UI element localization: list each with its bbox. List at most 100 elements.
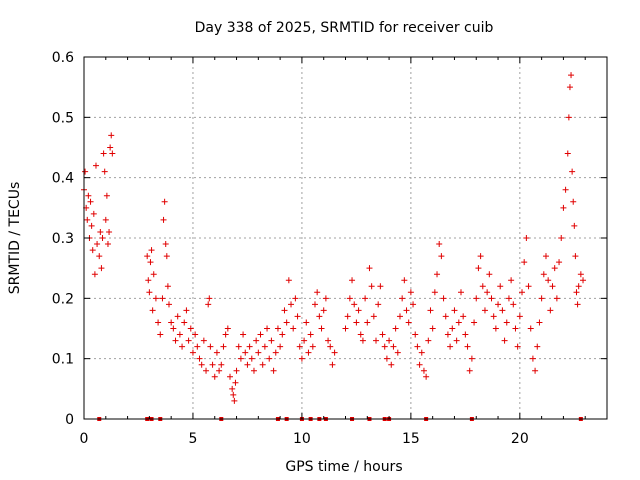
data-point bbox=[523, 235, 530, 241]
data-point bbox=[442, 313, 449, 320]
data-point bbox=[146, 289, 153, 296]
data-point bbox=[205, 301, 212, 308]
data-point bbox=[320, 307, 327, 314]
data-point bbox=[516, 313, 523, 320]
data-point bbox=[364, 319, 371, 326]
data-point bbox=[309, 343, 316, 350]
y-tick-label: 0.6 bbox=[52, 50, 74, 66]
data-point bbox=[283, 319, 290, 326]
data-point bbox=[329, 361, 336, 368]
data-point bbox=[455, 319, 462, 326]
data-point bbox=[346, 295, 353, 302]
data-point bbox=[475, 265, 482, 272]
data-point bbox=[407, 289, 414, 296]
data-point bbox=[230, 391, 237, 398]
data-point bbox=[305, 349, 312, 356]
data-point bbox=[231, 397, 238, 404]
data-point bbox=[84, 216, 91, 223]
data-point bbox=[185, 337, 192, 344]
data-point bbox=[342, 325, 349, 332]
data-point bbox=[281, 307, 288, 314]
data-point bbox=[200, 337, 207, 344]
data-point bbox=[218, 361, 225, 368]
data-point bbox=[568, 72, 575, 79]
data-point bbox=[106, 228, 113, 235]
y-tick-label: 0 bbox=[65, 412, 74, 428]
data-point bbox=[168, 319, 175, 326]
data-point bbox=[253, 337, 260, 344]
data-point bbox=[560, 204, 567, 211]
data-point bbox=[272, 349, 279, 356]
data-point bbox=[240, 331, 247, 338]
data-point bbox=[403, 307, 410, 314]
data-point bbox=[183, 307, 190, 314]
data-point bbox=[440, 295, 447, 302]
data-point bbox=[355, 307, 362, 314]
data-point bbox=[519, 289, 526, 296]
data-points bbox=[81, 72, 587, 404]
data-point bbox=[410, 301, 417, 308]
data-point bbox=[85, 192, 92, 199]
data-point bbox=[484, 289, 491, 296]
data-point bbox=[580, 277, 587, 284]
data-point bbox=[457, 289, 464, 296]
data-point bbox=[162, 241, 169, 248]
data-point bbox=[232, 379, 239, 386]
data-point bbox=[570, 198, 577, 205]
data-point bbox=[100, 150, 107, 157]
data-point bbox=[503, 319, 510, 326]
data-point bbox=[529, 355, 536, 362]
data-point bbox=[99, 235, 106, 241]
data-point bbox=[176, 331, 183, 338]
data-point bbox=[94, 241, 101, 248]
x-tick-label: 20 bbox=[511, 431, 529, 447]
x-tick-label: 10 bbox=[293, 431, 311, 447]
data-point bbox=[390, 343, 397, 350]
data-point bbox=[573, 289, 580, 296]
data-point bbox=[572, 253, 579, 260]
y-tick-label: 0.1 bbox=[52, 352, 74, 368]
data-point bbox=[277, 343, 284, 350]
data-point bbox=[92, 162, 99, 169]
data-point bbox=[196, 355, 203, 362]
data-point bbox=[266, 355, 273, 362]
data-point bbox=[325, 337, 332, 344]
data-point bbox=[466, 367, 473, 374]
data-point bbox=[145, 277, 152, 284]
data-point bbox=[327, 343, 334, 350]
data-point bbox=[375, 301, 382, 308]
data-point bbox=[383, 355, 390, 362]
data-point bbox=[268, 337, 275, 344]
data-point bbox=[91, 271, 98, 278]
y-axis-ticks: 0 0.1 0.2 0.3 0.4 0.5 0.6 bbox=[52, 50, 607, 428]
data-point bbox=[505, 295, 512, 302]
data-point bbox=[566, 84, 573, 91]
data-point bbox=[301, 337, 308, 344]
data-point bbox=[220, 343, 227, 350]
data-point bbox=[514, 343, 521, 350]
data-point bbox=[447, 343, 454, 350]
data-point bbox=[547, 307, 554, 314]
data-point bbox=[540, 271, 547, 278]
data-point bbox=[270, 367, 277, 374]
data-point bbox=[414, 343, 421, 350]
data-point bbox=[420, 367, 427, 374]
data-point bbox=[416, 361, 423, 368]
data-point bbox=[464, 343, 471, 350]
data-point bbox=[290, 325, 297, 332]
y-tick-label: 0.2 bbox=[52, 291, 74, 307]
data-point bbox=[351, 301, 358, 308]
data-point bbox=[311, 301, 318, 308]
data-point bbox=[90, 210, 97, 217]
data-point bbox=[436, 241, 443, 248]
y-tick-label: 0.4 bbox=[52, 171, 74, 187]
data-point bbox=[377, 283, 384, 290]
data-point bbox=[357, 331, 364, 338]
data-point bbox=[264, 325, 271, 332]
data-point bbox=[148, 247, 155, 254]
data-point bbox=[170, 325, 177, 332]
data-point bbox=[250, 367, 257, 374]
data-point bbox=[209, 361, 216, 368]
grid-lines bbox=[84, 57, 607, 419]
